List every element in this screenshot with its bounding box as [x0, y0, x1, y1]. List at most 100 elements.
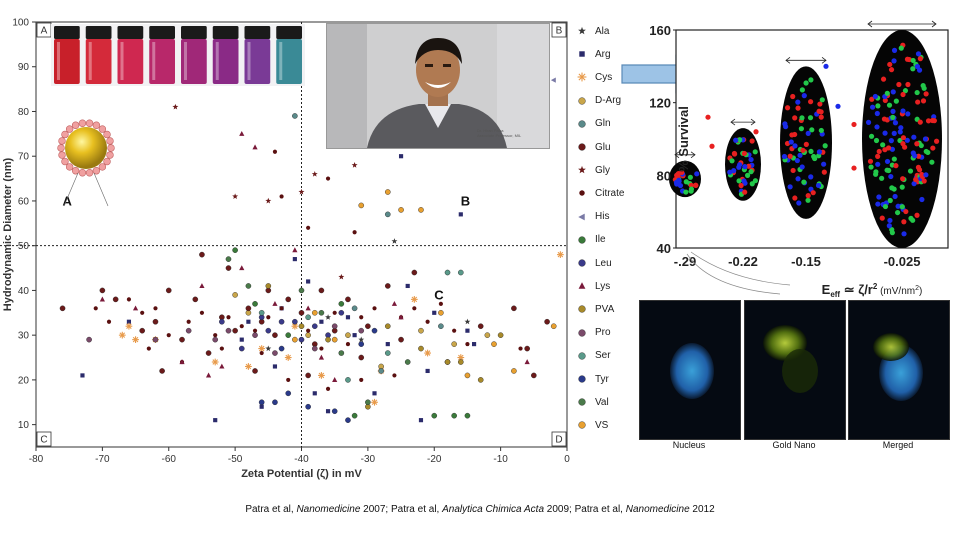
cluster-point [888, 173, 894, 180]
cluster-point [875, 161, 881, 167]
data-point [431, 412, 438, 419]
legend-marker [578, 259, 586, 267]
legend-marker [578, 96, 586, 105]
data-point [418, 418, 424, 423]
data-point [272, 149, 278, 154]
data-point [246, 319, 251, 324]
ligand [98, 125, 107, 133]
cluster-point [741, 150, 747, 157]
cluster-point [923, 172, 929, 178]
data-point [331, 336, 338, 343]
cluster-point [782, 121, 788, 127]
cluster-point [930, 145, 936, 151]
survival-y-tick-label: 80 [657, 168, 671, 183]
data-point [331, 323, 338, 330]
data-point [252, 368, 258, 374]
data-point [359, 377, 364, 382]
data-point [318, 287, 325, 294]
outlier-point [709, 143, 715, 149]
cluster-point [792, 115, 798, 121]
data-point [305, 403, 311, 410]
data-point [146, 346, 151, 351]
cluster-point [803, 141, 809, 147]
data-point [245, 283, 252, 289]
legend-item: His [575, 208, 609, 226]
data-point [331, 408, 338, 415]
legend-item: Citrate [575, 184, 624, 202]
data-point [152, 318, 159, 325]
cluster-point [687, 174, 693, 180]
data-point [312, 391, 317, 396]
data-point [258, 309, 265, 316]
data-point [458, 212, 463, 217]
legend-marker [578, 398, 586, 406]
cluster-point [879, 215, 885, 221]
legend-label: Arg [595, 48, 611, 60]
x-tick-label: -50 [228, 454, 243, 465]
cluster-point [736, 178, 742, 184]
survival-chart: 40 80 120 160 % Survival -.29 -0.22 -0.15 -0.025… [649, 20, 949, 299]
vial [244, 26, 271, 84]
data-point [245, 305, 252, 312]
cluster-point [896, 81, 902, 88]
cluster-point [675, 171, 682, 177]
data-point [272, 300, 278, 306]
citation-part: Patra et al, [245, 504, 297, 515]
cluster-point [900, 91, 906, 98]
cluster-point [879, 175, 885, 181]
cluster-point [874, 110, 880, 117]
series-leu [219, 309, 345, 352]
cluster-point [805, 193, 811, 199]
cluster-point [796, 200, 802, 206]
series-ile [232, 247, 471, 419]
survival-chart-clusters [669, 20, 942, 248]
cluster-point [784, 105, 791, 111]
x-tick-label: -40 [294, 454, 309, 465]
legend-item: Val [575, 393, 609, 411]
legend-item: Ala [575, 22, 609, 40]
data-point [159, 368, 165, 374]
merged-image [848, 300, 950, 440]
cell-label-nucleus: Nucleus [672, 440, 706, 450]
data-point [471, 342, 477, 347]
data-point [418, 207, 424, 213]
svg-text:D: D [555, 435, 562, 446]
data-point [266, 315, 271, 320]
data-point [226, 315, 231, 320]
data-point [305, 332, 311, 338]
data-point [199, 283, 205, 289]
data-point [219, 363, 225, 369]
data-point [384, 350, 391, 356]
cluster-point [895, 203, 901, 209]
gold-nano-image [744, 300, 846, 440]
legend-marker [579, 190, 585, 197]
data-point [118, 331, 126, 339]
cluster-point [869, 104, 876, 110]
data-point [132, 336, 139, 344]
svg-text:A: A [41, 26, 48, 37]
cluster-point [888, 67, 895, 73]
cluster-point [901, 231, 907, 237]
cluster-point [781, 153, 788, 160]
cluster-point [891, 130, 897, 136]
data-point [424, 349, 431, 357]
data-point [225, 256, 232, 262]
cluster-point [748, 156, 754, 163]
cluster-point [676, 177, 682, 183]
data-point [305, 305, 311, 311]
survival-chart-labels: 40 80 120 160 % Survival -.29 -0.22 -0.15 -0.025… [649, 23, 922, 299]
data-point [298, 309, 305, 316]
data-point [391, 238, 398, 244]
ligand [107, 144, 115, 152]
y-tick-label: 70 [18, 152, 30, 163]
data-point [319, 346, 324, 351]
cluster-point [902, 88, 909, 94]
cluster-point [907, 168, 914, 174]
cluster-point [910, 57, 916, 64]
cluster-point [913, 176, 919, 183]
data-point [99, 287, 106, 294]
data-point [384, 189, 391, 195]
cluster-point [794, 157, 800, 164]
data-point [239, 324, 244, 329]
survival-cluster [669, 151, 701, 198]
